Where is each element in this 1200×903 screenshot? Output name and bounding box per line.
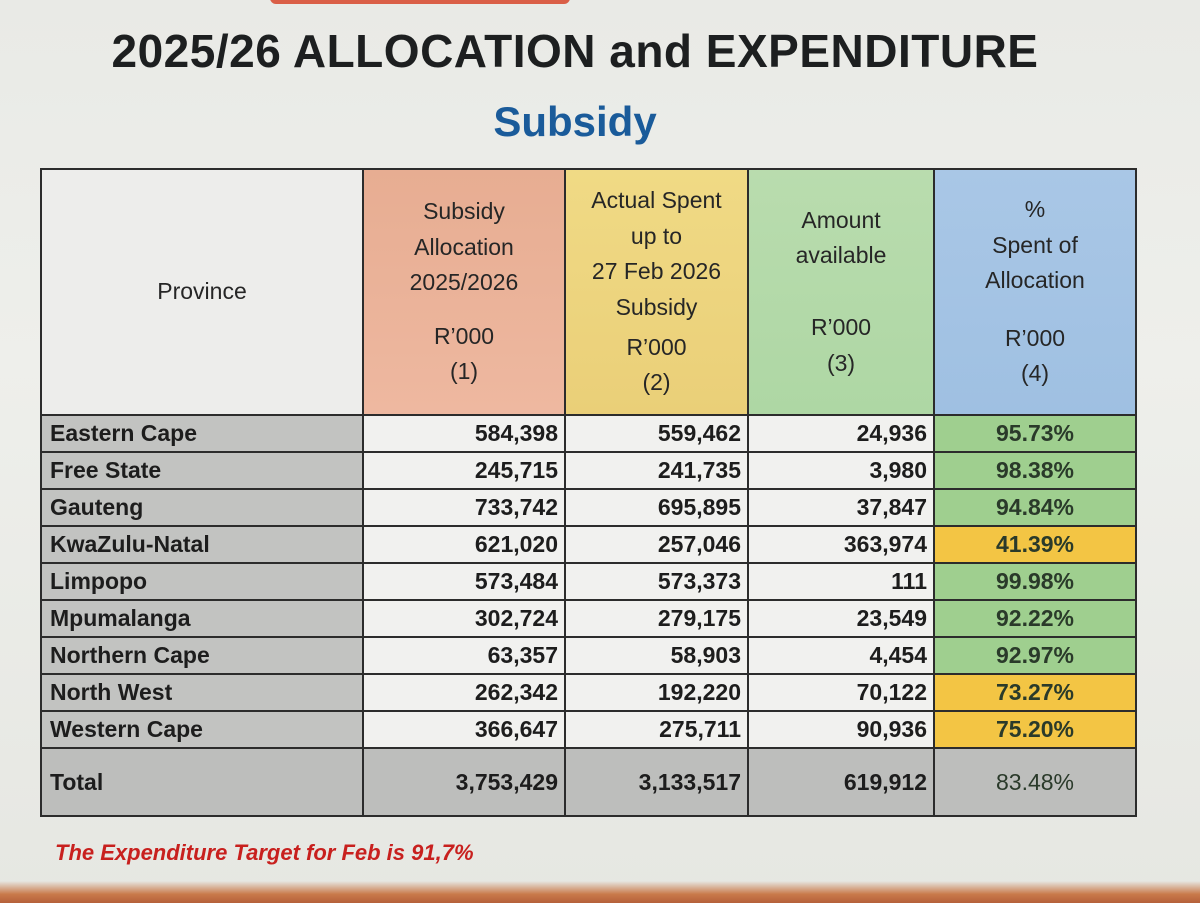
province-cell: Mpumalanga (40, 599, 364, 638)
header-percent: % Spent of Allocation R’000 (4) (933, 168, 1137, 416)
province-cell: KwaZulu-Natal (40, 525, 364, 564)
allocation-cell: 302,724 (362, 599, 566, 638)
province-cell: Western Cape (40, 710, 364, 749)
total-label: Total (40, 747, 364, 817)
province-cell: North West (40, 673, 364, 712)
decorative-bottom-strip (0, 881, 1200, 903)
header-percent-unit: R’000 (1004, 324, 1066, 351)
header-allocation-line2: Allocation (414, 233, 514, 260)
header-allocation-line3: 2025/2026 (409, 269, 519, 296)
spent-cell: 257,046 (564, 525, 749, 564)
available-cell: 37,847 (747, 488, 935, 527)
province-cell: Gauteng (40, 488, 364, 527)
header-available-line2: available (795, 242, 887, 269)
percent-cell: 92.22% (933, 599, 1137, 638)
expenditure-target-note: The Expenditure Target for Feb is 91,7% (55, 840, 474, 865)
table-row: North West 262,342 192,220 70,122 73.27% (40, 673, 1137, 712)
allocation-cell: 573,484 (362, 562, 566, 601)
spent-cell: 241,735 (564, 451, 749, 490)
header-spent-index: (2) (642, 369, 671, 396)
spent-cell: 573,373 (564, 562, 749, 601)
percent-cell: 95.73% (933, 414, 1137, 453)
allocation-cell: 733,742 (362, 488, 566, 527)
header-allocation-line1: Subsidy (423, 197, 505, 224)
available-cell: 363,974 (747, 525, 935, 564)
header-available-index: (3) (826, 349, 856, 376)
header-spent-line1: Actual Spent (591, 187, 722, 214)
header-percent-line3: Allocation (985, 267, 1085, 294)
allocation-cell: 245,715 (362, 451, 566, 490)
total-available: 619,912 (747, 747, 935, 817)
percent-cell: 99.98% (933, 562, 1137, 601)
page-subtitle: Subsidy (493, 98, 657, 145)
header-percent-line1: % (1024, 195, 1046, 222)
table-row: Eastern Cape 584,398 559,462 24,936 95.7… (40, 414, 1137, 453)
percent-cell: 94.84% (933, 488, 1137, 527)
header-available-line1: Amount (801, 206, 881, 233)
percent-cell: 73.27% (933, 673, 1137, 712)
spent-cell: 192,220 (564, 673, 749, 712)
table-row: KwaZulu-Natal 621,020 257,046 363,974 41… (40, 525, 1137, 564)
percent-cell: 75.20% (933, 710, 1137, 749)
header-allocation-unit: R’000 (433, 322, 495, 349)
available-cell: 90,936 (747, 710, 935, 749)
table-row: Free State 245,715 241,735 3,980 98.38% (40, 451, 1137, 490)
total-allocation: 3,753,429 (362, 747, 566, 817)
decorative-top-strip (270, 0, 570, 4)
available-cell: 70,122 (747, 673, 935, 712)
page-title: 2025/26 ALLOCATION and EXPENDITURE (111, 25, 1039, 77)
spent-cell: 559,462 (564, 414, 749, 453)
allocation-cell: 262,342 (362, 673, 566, 712)
spent-cell: 275,711 (564, 710, 749, 749)
province-cell: Limpopo (40, 562, 364, 601)
header-spent-line3: 27 Feb 2026 (591, 258, 722, 285)
percent-cell: 98.38% (933, 451, 1137, 490)
total-spent: 3,133,517 (564, 747, 749, 817)
province-cell: Free State (40, 451, 364, 490)
table-row: Northern Cape 63,357 58,903 4,454 92.97% (40, 636, 1137, 675)
table-row: Limpopo 573,484 573,373 111 99.98% (40, 562, 1137, 601)
total-row: Total 3,753,429 3,133,517 619,912 83.48% (40, 747, 1137, 817)
province-cell: Northern Cape (40, 636, 364, 675)
header-available: Amount available R’000 (3) (747, 168, 935, 416)
available-cell: 23,549 (747, 599, 935, 638)
allocation-cell: 584,398 (362, 414, 566, 453)
header-available-unit: R’000 (810, 314, 872, 340)
available-cell: 24,936 (747, 414, 935, 453)
header-province: Province (40, 168, 364, 416)
header-spent-unit: R’000 (626, 333, 687, 360)
available-cell: 3,980 (747, 451, 935, 490)
spent-cell: 279,175 (564, 599, 749, 638)
header-percent-index: (4) (1020, 360, 1050, 387)
available-cell: 4,454 (747, 636, 935, 675)
spent-cell: 58,903 (564, 636, 749, 675)
percent-cell: 41.39% (933, 525, 1137, 564)
header-allocation: Subsidy Allocation 2025/2026 R’000 (1) (362, 168, 566, 416)
header-spent-line4: Subsidy (615, 294, 698, 320)
table-header-row: Province Subsidy Allocation 2025/2026 R’… (40, 168, 1137, 416)
header-allocation-index: (1) (449, 358, 479, 385)
header-spent-line2: up to (630, 222, 683, 249)
header-province-label: Province (157, 278, 247, 305)
table-row: Gauteng 733,742 695,895 37,847 94.84% (40, 488, 1137, 527)
allocation-cell: 63,357 (362, 636, 566, 675)
header-spent: Actual Spent up to 27 Feb 2026 Subsidy R… (564, 168, 749, 416)
allocation-table: Province Subsidy Allocation 2025/2026 R’… (40, 168, 1137, 817)
table-row: Mpumalanga 302,724 279,175 23,549 92.22% (40, 599, 1137, 638)
spent-cell: 695,895 (564, 488, 749, 527)
header-percent-line2: Spent of (992, 231, 1078, 258)
table-row: Western Cape 366,647 275,711 90,936 75.2… (40, 710, 1137, 749)
allocation-cell: 366,647 (362, 710, 566, 749)
available-cell: 111 (747, 562, 935, 601)
allocation-cell: 621,020 (362, 525, 566, 564)
total-percent: 83.48% (933, 747, 1137, 817)
province-cell: Eastern Cape (40, 414, 364, 453)
percent-cell: 92.97% (933, 636, 1137, 675)
